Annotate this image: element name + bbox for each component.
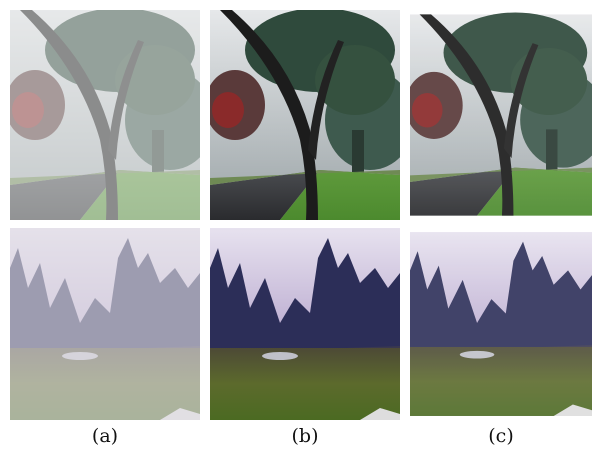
image-a-top	[5, 8, 215, 220]
figure: (a) (b) (c)	[0, 0, 592, 452]
caption: (b)	[292, 425, 319, 447]
image-c-bottom	[410, 228, 592, 420]
caption: (c)	[488, 425, 513, 447]
image-a-bottom	[10, 228, 200, 420]
image-b-top	[205, 8, 415, 220]
caption: (a)	[92, 425, 118, 447]
image-b-bottom	[210, 228, 400, 420]
image-c-top	[405, 10, 592, 220]
